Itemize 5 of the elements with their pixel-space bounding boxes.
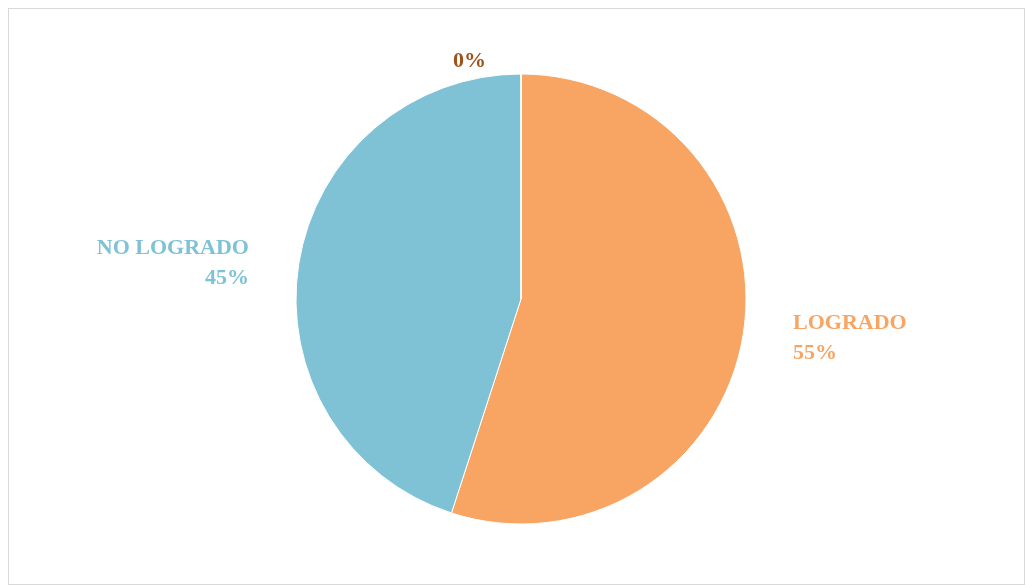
- data-label: 55%: [793, 339, 838, 365]
- slice-label: LOGRADO: [793, 309, 907, 335]
- text: 0%: [453, 46, 486, 72]
- data-label: 45%: [204, 263, 249, 289]
- slice-label: NO LOGRADO: [96, 233, 249, 259]
